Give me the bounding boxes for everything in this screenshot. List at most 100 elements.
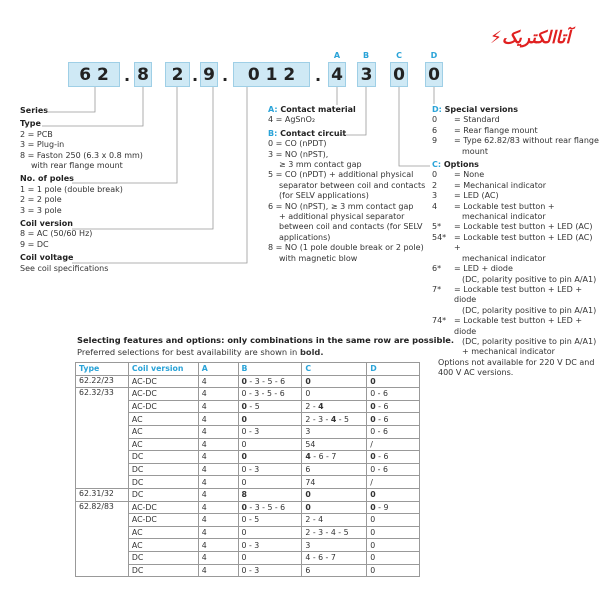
table-row: 62.31/32 DC 4 8 0 0 xyxy=(75,487,420,502)
cell-segment: 0 xyxy=(305,376,311,386)
item-desc: = Mechanical indicator xyxy=(454,180,547,190)
item-code xyxy=(432,275,454,285)
column-header: Type xyxy=(75,362,129,376)
table-cell: DC xyxy=(127,475,199,489)
code-box: 8 xyxy=(134,62,152,87)
cell-segment: 0 - 3 xyxy=(241,565,260,575)
table-cell: / xyxy=(366,475,420,489)
cell-segment: 4 xyxy=(305,452,311,462)
cell-segment: 3 xyxy=(305,540,311,550)
option-item: (DC, polarity positive to pin A/A1) xyxy=(432,275,600,285)
table-cell: 0 - 3 xyxy=(237,563,303,578)
label-c: C: xyxy=(432,160,442,170)
table-cell: 0 - 6 xyxy=(366,450,420,464)
table-cell: DC xyxy=(127,563,199,578)
special-version-item: 6 = Rear flange mount xyxy=(432,126,600,136)
cell-segment: 74 xyxy=(305,477,316,487)
column-header: C xyxy=(301,362,368,376)
cell-segment: 0 - 3 xyxy=(241,540,260,550)
table-cell: 0 - 5 xyxy=(237,513,303,527)
column-header: B xyxy=(237,362,303,376)
cell-segment: 0 xyxy=(370,452,376,462)
options-note: Options not available for 220 V DC and xyxy=(438,357,595,367)
cell-segment: 0 xyxy=(370,540,376,550)
mid-legend: A: Contact material 4 = AgSnO₂ B: Contac… xyxy=(268,102,425,264)
table-cell: 0 xyxy=(301,374,368,389)
table-cell: 0 xyxy=(366,563,420,578)
type-cell: 62.22/23 xyxy=(75,374,129,389)
table-cell: 4 xyxy=(197,450,239,464)
item-code: 74* xyxy=(432,316,447,326)
item-desc: = Lockable test button + xyxy=(454,201,555,211)
cell-segment: 54 xyxy=(305,439,316,449)
table-cell: 4 xyxy=(197,500,239,515)
contact-circuit-item: 5 = CO (nPDT) + additional physical xyxy=(268,170,414,180)
item-desc: = Lockable test button + LED (AC) + xyxy=(454,232,593,253)
cell-segment: 0 xyxy=(305,389,311,399)
table-row: DC 4 0 - 3 6 0 xyxy=(76,563,420,578)
cell-segment: - 6 xyxy=(375,452,389,462)
cell-segment: 0 xyxy=(370,528,376,538)
table-cell: DC xyxy=(127,550,199,565)
cell-segment: 0 xyxy=(370,376,376,386)
code-letter: B xyxy=(362,51,370,60)
special-version-item: 9 = Type 62.82/83 without rear flange xyxy=(432,136,600,146)
item-code: 3 xyxy=(432,191,438,201)
table-cell: AC xyxy=(127,424,199,439)
cell-segment: 0 xyxy=(370,502,376,512)
cell-segment: 2 - xyxy=(305,402,319,412)
contact-circuit-item: 3 = NO (nPST), xyxy=(268,149,329,159)
cell-segment: 4 - 6 - 7 xyxy=(305,553,336,563)
table-cell: 3 xyxy=(301,538,368,552)
cell-segment: - 3 - 5 - 6 xyxy=(246,376,286,386)
option-item: + mechanical indicator xyxy=(432,347,600,357)
cell-segment: 0 xyxy=(241,477,247,487)
item-code: 5* xyxy=(432,222,442,232)
contact-circuit-item: 8 = NO (1 pole double break or 2 pole) xyxy=(268,243,424,253)
special-version-item: mount xyxy=(432,147,600,157)
label-a: A: xyxy=(268,105,278,114)
coil-heading: Coil version xyxy=(20,219,73,229)
contact-material-heading: Contact material xyxy=(280,105,356,114)
item-code: 4 xyxy=(432,201,438,211)
cell-segment: 8 xyxy=(241,490,247,500)
item-desc: = None xyxy=(454,170,485,180)
contact-circuit-item: 0 = CO (nPDT) xyxy=(268,139,327,149)
option-item: 7* = Lockable test button + LED + diode xyxy=(432,285,600,306)
type-item: with rear flange mount xyxy=(31,161,123,171)
cell-segment: 2 - 4 xyxy=(305,515,324,525)
cell-segment: - 6 xyxy=(375,402,389,412)
item-desc: (DC, polarity positive to pin A/A1) xyxy=(462,305,597,315)
code-box: 0 xyxy=(425,62,443,87)
option-item: 0 = None xyxy=(432,170,600,180)
item-code: 2 xyxy=(432,180,438,190)
poles-item: 2 = 2 pole xyxy=(20,195,62,205)
table-cell: 74 xyxy=(301,475,368,489)
option-item: (DC, polarity positive to pin A/A1) xyxy=(432,306,600,316)
table-cell: 0 - 6 xyxy=(366,462,420,477)
item-code xyxy=(432,212,454,222)
item-code: 7* xyxy=(432,284,442,294)
code-letter: A xyxy=(333,51,341,60)
table-cell: 0 - 6 xyxy=(366,412,420,426)
table-cell: 2 - 4 xyxy=(301,513,368,527)
table-cell: DC xyxy=(127,450,199,464)
left-legend: Series Type 2 = PCB 3 = Plug-in 8 = Fast… xyxy=(20,103,143,274)
table-cell: 0 xyxy=(237,437,303,452)
table-row: AC-DC 4 0 - 5 2 - 4 0 xyxy=(76,513,420,527)
cell-segment: 0 - 6 xyxy=(370,427,388,437)
option-item: 4 = Lockable test button + xyxy=(432,202,600,212)
item-code: 9 xyxy=(432,136,438,146)
type-cell: 62.31/32 xyxy=(75,487,129,502)
option-item: 54* = Lockable test button + LED (AC) + xyxy=(432,233,600,254)
coil-item: 9 = DC xyxy=(20,239,49,249)
selection-table: Type Coil version A B C D 62.22/23 AC-DC 4 0 - 3 … xyxy=(75,362,420,578)
item-desc: = Type 62.82/83 without rear flange xyxy=(454,136,599,146)
type-item: 3 = Plug-in xyxy=(20,140,65,150)
table-cell: 4 xyxy=(197,563,239,578)
item-desc: = Lockable test button + LED (AC) xyxy=(454,222,593,232)
table-cell: 0 - 5 xyxy=(237,399,303,414)
poles-item: 3 = 3 pole xyxy=(20,205,62,215)
